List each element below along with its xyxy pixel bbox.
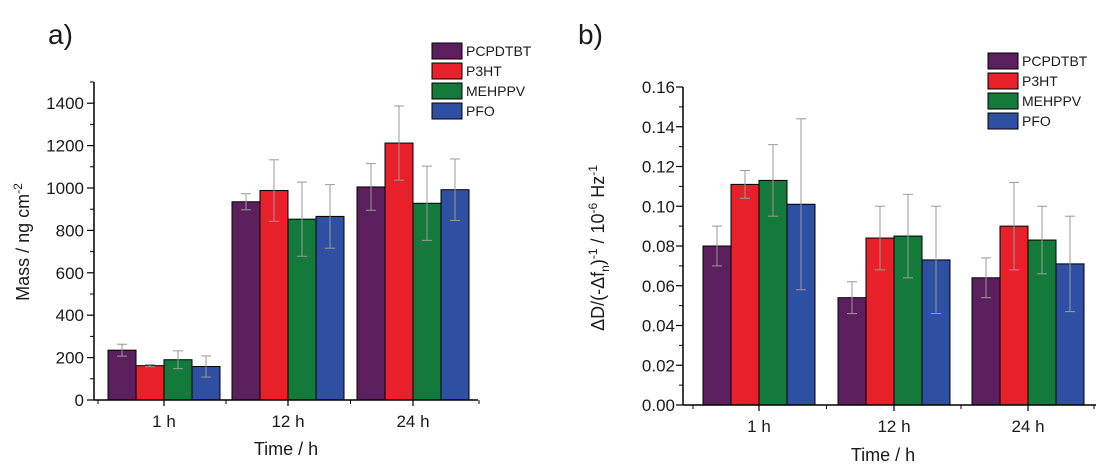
panel-a-legend-swatch-p3ht [431,62,463,80]
panel-a-bar-pfo-2 [440,189,470,401]
panel-b-bar-p3ht-0 [730,183,760,406]
panel-b-bar-pcpdtbt-2 [971,277,1001,406]
panel-a-bar-p3ht-0 [135,365,165,401]
panel-b-y-tick-label: 0.02 [642,356,675,375]
panel-a-legend-swatch-mehppv [431,82,463,100]
panel-a-legend-label-pcpdtbt: PCPDTBT [466,43,532,59]
panel-b-y-tick-label: 0.14 [642,118,675,137]
panel-b-bar-mehppv-0 [758,179,788,406]
panel-a-legend-label-mehppv: MEHPPV [466,83,526,99]
panel-a-mass-chart: a) Time / h Mass / ng cm-2 0 200 400 600 800… [11,19,532,459]
panel-a-x-tick-label: 12 h [271,412,304,431]
panel-b-y-tick-label: 0.12 [642,158,675,177]
panel-b-y-axis-title: ΔD/(-Δfn)-1 / 10-6 Hz-1 [586,165,612,331]
panel-b-y-tick-label: 0.04 [642,317,675,336]
panel-a-legend-label-pfo: PFO [466,103,495,119]
panel-b-legend-swatch-pfo [987,112,1019,130]
panel-a-legend-swatch-pcpdtbt [431,42,463,60]
panel-b-bar-pcpdtbt-1 [837,297,867,406]
panel-a-legend-swatch-pfo [431,102,463,120]
panel-a-y-tick-label: 800 [56,221,84,240]
panel-b-y-tick-label: 0.00 [642,396,675,415]
panel-b-x-axis-title: Time / h [851,445,915,464]
panel-a-legend-label-p3ht: P3HT [466,63,502,79]
panel-a-label: a) [48,19,73,50]
panel-b-legend-swatch-p3ht [987,72,1019,90]
panel-a-y-tick-label: 1400 [46,94,84,113]
panel-b-y-tick-label: 0.06 [642,277,675,296]
panel-b-legend-label-p3ht: P3HT [1022,73,1058,89]
panel-b-dissipation-chart: b) Time / h ΔD/(-Δfn)-1 / 10-6 Hz-1 0.00… [578,19,1096,464]
panel-b-x-tick-label: 12 h [877,417,910,436]
panel-a-bar-pcpdtbt-2 [356,186,386,401]
panel-a-x-tick-label: 1 h [152,412,176,431]
panel-a-x-tick-label: 24 h [396,412,429,431]
panel-a-y-tick-label: 600 [56,264,84,283]
panel-b-legend-label-pfo: PFO [1022,113,1051,129]
panel-a-y-tick-label: 1000 [46,179,84,198]
panel-b-label: b) [578,19,603,50]
panel-b-y-tick-label: 0.10 [642,197,675,216]
panel-a-y-tick-label: 0 [75,391,84,410]
panel-b-legend-label-pcpdtbt: PCPDTBT [1022,53,1088,69]
panel-b-legend-label-mehppv: MEHPPV [1022,93,1082,109]
panel-b-x-tick-label: 1 h [747,417,771,436]
panel-a-bar-p3ht-2 [384,142,414,401]
panel-a-y-tick-label: 400 [56,306,84,325]
panel-b-y-tick-label: 0.16 [642,78,675,97]
panel-b-legend-swatch-mehppv [987,92,1019,110]
panel-a-bar-pcpdtbt-0 [107,349,137,401]
panel-a-y-axis-title: Mass / ng cm-2 [11,183,33,301]
panel-a-bar-p3ht-1 [259,190,289,401]
panel-a-bar-pcpdtbt-1 [231,201,261,401]
panel-a-x-axis-title: Time / h [254,439,318,459]
panel-b-legend-swatch-pcpdtbt [987,52,1019,70]
panel-b-y-tick-label: 0.08 [642,237,675,256]
panel-b-bar-pcpdtbt-0 [702,245,732,406]
panel-a-y-tick-label: 200 [56,349,84,368]
panel-a-y-tick-label: 1200 [46,137,84,156]
panel-b-x-tick-label: 24 h [1011,417,1044,436]
